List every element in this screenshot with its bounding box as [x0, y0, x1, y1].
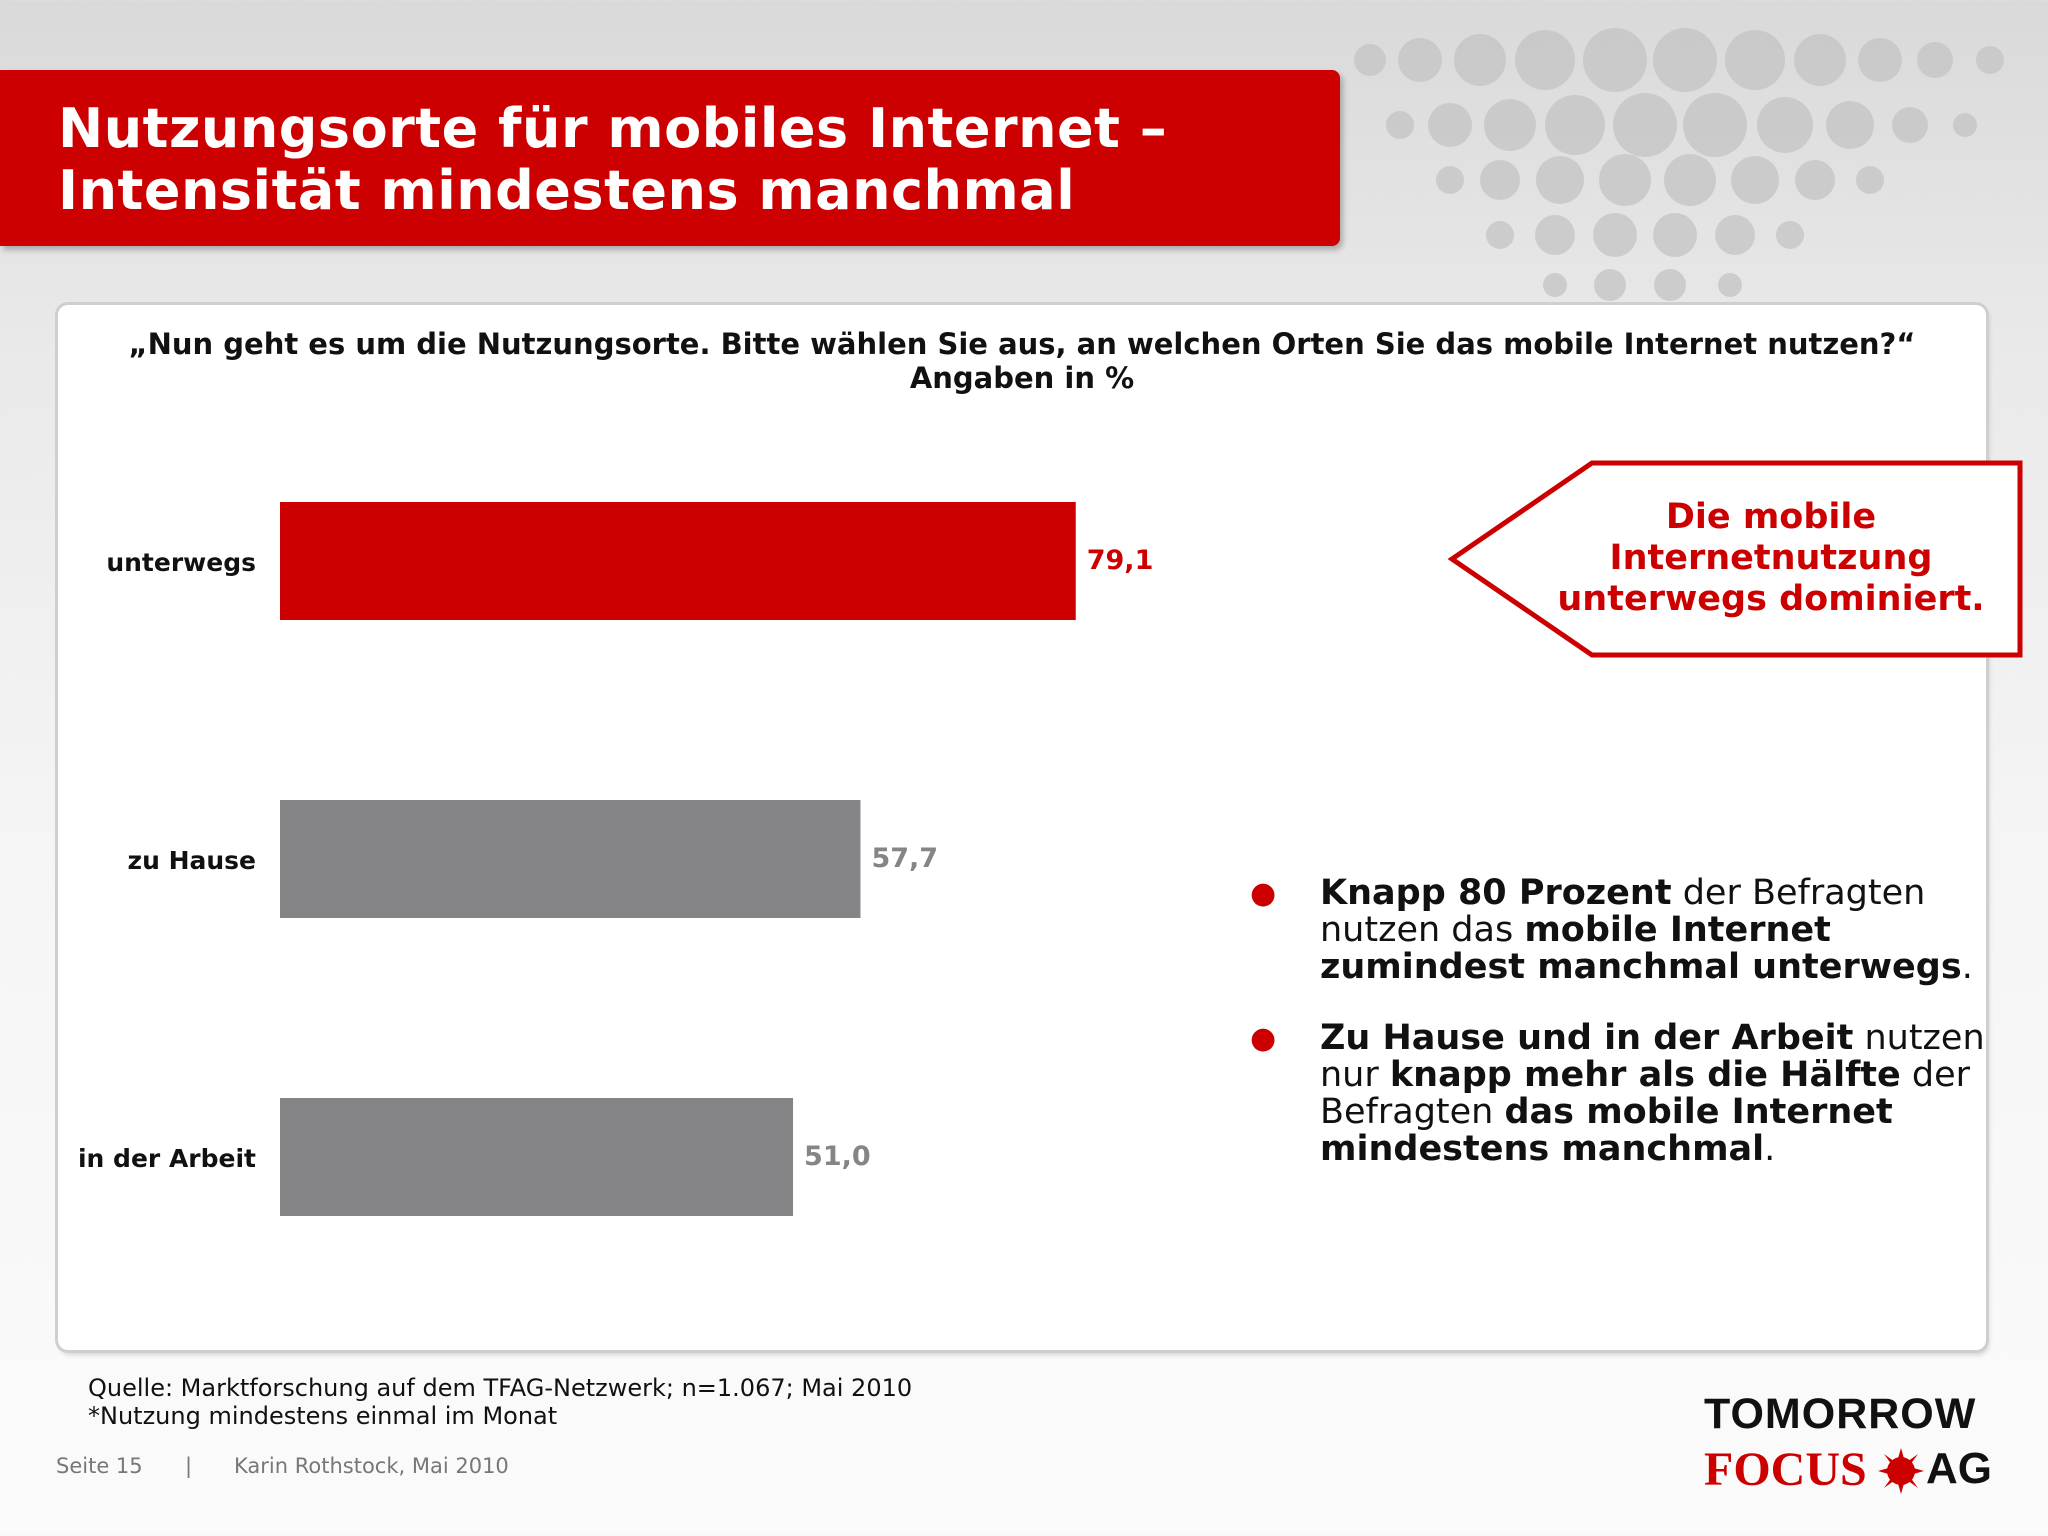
logo-text-tomorrow: TOMORROW	[1704, 1390, 1977, 1438]
bullet-text-part: .	[1961, 947, 1973, 987]
company-logo: TOMORROW FOCUS AG	[1700, 1390, 2000, 1500]
category-label-0: unterwegs	[106, 548, 256, 577]
page-title: Nutzungsorte für mobiles Internet – Inte…	[58, 98, 1318, 222]
bullet-dot-icon: ●	[1250, 1021, 1277, 1056]
callout-arrow-shape	[1447, 460, 2023, 658]
category-label-2: in der Arbeit	[78, 1144, 256, 1173]
source-note: Quelle: Marktforschung auf dem TFAG-Netz…	[88, 1374, 912, 1430]
value-label-2: 51,0	[804, 1141, 871, 1172]
logo-text-ag: AG	[1926, 1444, 1992, 1493]
callout-text: Die mobile Internetnutzung unterwegs dom…	[1490, 497, 2048, 620]
footer-separator: |	[185, 1454, 193, 1478]
bullet-text-part: knapp mehr als die Hälfte	[1389, 1055, 1901, 1095]
bar-2	[280, 1098, 794, 1216]
bullet-list: ● Knapp 80 Prozent der Befragten nutzen d…	[1230, 875, 1990, 1202]
content-panel: „Nun geht es um die Nutzungsorte. Bitte …	[58, 305, 2023, 1350]
decorative-dot-pattern	[1354, 28, 2004, 301]
bullet-item-1: ● Zu Hause und in der Arbeit nutzen nur k…	[1230, 1020, 1990, 1168]
bullet-text-part: nutzen nur	[1320, 1018, 1985, 1095]
value-label-0: 79,1	[1087, 545, 1154, 576]
bullet-item-0: ● Knapp 80 Prozent der Befragten nutzen d…	[1230, 875, 1990, 986]
logo-text-focus: FOCUS	[1704, 1443, 1867, 1496]
logo-star-icon	[1878, 1448, 1924, 1494]
title-banner: Nutzungsorte für mobiles Internet – Inte…	[0, 70, 1340, 246]
bullet-text-part: .	[1764, 1129, 1776, 1169]
bullet-dot-icon: ●	[1250, 876, 1277, 911]
footer-author: Karin Rothstock, Mai 2010	[234, 1454, 509, 1478]
survey-question-unit: Angaben in %	[909, 361, 1135, 395]
bullet-text-part: das mobile Internet mindestens manchmal	[1320, 1092, 1893, 1169]
bullet-text-part: Zu Hause und in der Arbeit	[1320, 1018, 1854, 1058]
bar-chart: unterwegs 79,1 zu Hause 57,7 in der Arbeit 51…	[78, 502, 1154, 1216]
bullet-text-part: mobile Internet zumindest manchmal unter…	[1320, 910, 1962, 987]
callout-line-1: Die mobile	[1665, 497, 1877, 537]
bar-0	[280, 502, 1076, 620]
value-label-1: 57,7	[871, 843, 938, 874]
survey-question: „Nun geht es um die Nutzungsorte. Bitte …	[58, 327, 1986, 395]
survey-question-text: „Nun geht es um die Nutzungsorte. Bitte …	[128, 327, 1916, 361]
bar-1	[280, 800, 861, 918]
callout-line-3: unterwegs dominiert.	[1557, 579, 1985, 619]
page-title-line-1: Nutzungsorte für mobiles Internet –	[58, 97, 1168, 160]
bullet-text-part: der Befragten nutzen das	[1320, 873, 1926, 950]
category-label-1: zu Hause	[128, 846, 256, 875]
callout-line-2: Internetnutzung	[1609, 538, 1933, 578]
footnote-line: *Nutzung mindestens einmal im Monat	[88, 1402, 558, 1430]
page-title-line-2: Intensität mindestens manchmal	[58, 159, 1076, 222]
bullet-text-part: Knapp 80 Prozent	[1320, 873, 1672, 913]
source-line: Quelle: Marktforschung auf dem TFAG-Netz…	[88, 1374, 913, 1402]
bullet-text-part: der Befragten	[1320, 1055, 1971, 1132]
footer-page-number: Seite 15	[56, 1454, 143, 1478]
